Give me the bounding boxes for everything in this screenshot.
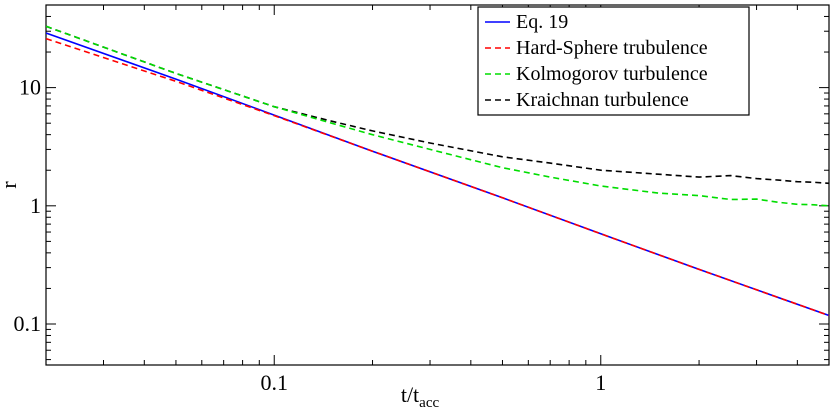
x-tick-label: 0.1 [260,370,288,395]
series-line-4 [46,25,829,185]
y-tick-label: 0.1 [14,311,42,336]
series-line-3 [46,25,829,207]
legend-label: Eq. 19 [516,11,568,33]
x-axis-title: t/tacc [401,382,440,411]
legend: Eq. 19 Hard-Sphere trubulence Kolmogorov t… [477,6,750,116]
legend-label: Kraichnan turbulence [516,89,689,111]
x-axis-title-main: t/t [401,382,419,407]
legend-label: Kolmogorov turbulence [516,63,708,85]
x-tick-label: 1 [595,370,606,395]
y-tick-label: 10 [19,75,41,100]
legend-label: Hard-Sphere trubulence [516,37,708,59]
x-axis-title-sub: acc [419,395,439,411]
axis-tick-labels: 0.1 1 0.1 1 10 [14,75,607,395]
series-line-2 [46,37,829,317]
y-tick-label: 1 [30,193,41,218]
y-axis-title: r [0,181,21,189]
legend-box [477,6,750,116]
series-layer [46,25,829,317]
plot-frame [45,4,830,366]
